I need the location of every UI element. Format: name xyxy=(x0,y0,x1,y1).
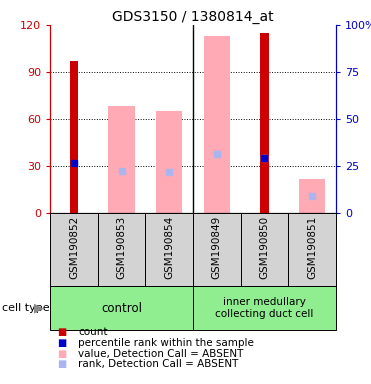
Text: percentile rank within the sample: percentile rank within the sample xyxy=(78,338,254,348)
Text: ■: ■ xyxy=(58,338,67,348)
Text: GSM190850: GSM190850 xyxy=(259,216,269,279)
Bar xyxy=(204,36,230,213)
Bar xyxy=(98,213,145,286)
Bar xyxy=(193,286,336,330)
Text: GSM190853: GSM190853 xyxy=(116,216,127,279)
Text: cell type: cell type xyxy=(2,303,49,313)
Bar xyxy=(240,213,288,286)
Bar xyxy=(145,213,193,286)
Text: ■: ■ xyxy=(58,359,67,369)
Bar xyxy=(108,106,135,213)
Text: ▶: ▶ xyxy=(34,302,44,314)
Bar xyxy=(70,61,78,213)
Text: ■: ■ xyxy=(58,327,67,337)
Text: ■: ■ xyxy=(58,349,67,359)
Bar xyxy=(50,213,98,286)
Text: GSM190849: GSM190849 xyxy=(212,216,222,279)
Text: rank, Detection Call = ABSENT: rank, Detection Call = ABSENT xyxy=(78,359,238,369)
Text: control: control xyxy=(101,302,142,314)
Bar xyxy=(50,286,193,330)
Text: GSM190851: GSM190851 xyxy=(307,216,317,279)
Bar xyxy=(288,213,336,286)
Bar xyxy=(156,111,182,213)
Text: GSM190852: GSM190852 xyxy=(69,216,79,279)
Bar xyxy=(299,179,325,213)
Text: GSM190854: GSM190854 xyxy=(164,216,174,279)
Text: count: count xyxy=(78,327,108,337)
Text: inner medullary
collecting duct cell: inner medullary collecting duct cell xyxy=(215,297,313,319)
Title: GDS3150 / 1380814_at: GDS3150 / 1380814_at xyxy=(112,10,274,24)
Bar xyxy=(260,33,269,213)
Bar xyxy=(193,213,240,286)
Text: value, Detection Call = ABSENT: value, Detection Call = ABSENT xyxy=(78,349,243,359)
